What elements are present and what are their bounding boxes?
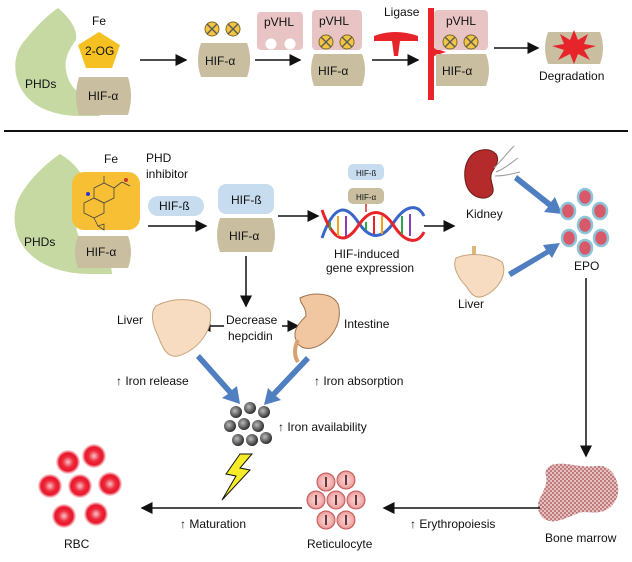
hydroxyl-group-3 (442, 34, 479, 50)
hif-induced-label: HIF-induced gene expression (326, 247, 414, 275)
phd-enzyme-shape-2 (14, 154, 113, 274)
top-panel: PHDs Fe 2-OG HIF-α HIF-α pVHL pVHL (15, 5, 604, 116)
hif-alpha-label-2: HIF-α (205, 54, 235, 68)
hif-beta-label-1: HIF-ß (159, 199, 190, 213)
liver-icon-right (454, 246, 505, 298)
fe-label: Fe (92, 14, 106, 28)
phd-inhibitor-line-1: PHD (146, 151, 172, 165)
small-hif-alpha-label: HIF-α (356, 193, 377, 202)
ligase-label: Ligase (384, 5, 420, 19)
hif-alpha-box-3 (311, 54, 365, 86)
hif-beta-pill (148, 196, 204, 216)
liver-icon-left (151, 299, 212, 357)
phd-enzyme-shape (15, 8, 101, 116)
maturation-label: ↑ Maturation (180, 517, 246, 531)
phd-inhibitor-line-2: inhibitor (146, 167, 188, 181)
decrease-hepcidin-label: Decrease hepcidin (226, 313, 281, 343)
bottom-panel: PHDs Fe HIF-α PHD inhibitor HIF-ß HIF-ß (14, 145, 619, 551)
hif-alpha-label-6: HIF-α (229, 229, 259, 243)
reticulocyte-cluster (306, 470, 366, 530)
epo-label: EPO (574, 259, 599, 273)
pvhl-label-2: pVHL (319, 14, 349, 28)
phd-inhibitor-box (72, 172, 140, 230)
small-hif-complex: HIF-ß HIF-α (348, 164, 384, 212)
blue-arrow-liver-epo (508, 243, 560, 277)
kidney-icon (464, 149, 499, 199)
small-hif-beta-label: HIF-ß (356, 169, 377, 178)
kidney-label: Kidney (466, 207, 503, 221)
intestine-icon (293, 293, 340, 364)
2og-pentagon (78, 32, 120, 68)
blue-arrow-intestine-iron (264, 356, 310, 405)
hif-alpha-box-1 (76, 77, 131, 115)
hif-induced-line-1: HIF-induced (334, 247, 399, 261)
hydroxyl-group-2 (318, 34, 355, 50)
hif-beta-label-2: HIF-ß (231, 193, 262, 207)
hif-beta-box (218, 184, 274, 214)
iron-absorption-label: ↑ Iron absorption (314, 374, 403, 388)
rbc-cluster (38, 444, 122, 528)
liver-label-left: Liver (117, 313, 143, 327)
degradation-label: Degradation (539, 69, 604, 83)
hif-induced-line-2: gene expression (326, 261, 414, 275)
phd-inhibitor-label: PHD inhibitor (146, 151, 188, 181)
hif-alpha-box-6 (217, 218, 275, 252)
hif-alpha-box-5 (75, 236, 131, 268)
liver-label-right: Liver (458, 297, 484, 311)
rbc-label: RBC (64, 537, 90, 551)
iron-cluster (224, 402, 272, 446)
ligase-shape (374, 32, 418, 56)
erythropoiesis-label: ↑ Erythropoiesis (410, 517, 495, 531)
epo-cluster (559, 187, 610, 258)
fe-label-2: Fe (104, 152, 118, 166)
hif-alpha-box-4 (436, 54, 489, 86)
iron-release-label: ↑ Iron release (116, 374, 189, 388)
2og-label: 2-OG (85, 44, 114, 58)
hif-alpha-label-1: HIF-α (88, 89, 118, 103)
pvhl-label-3: pVHL (446, 14, 476, 28)
decrease-hepcidin-line-1: Decrease (226, 313, 278, 327)
hif-alpha-label-5: HIF-α (86, 245, 116, 259)
blue-arrow-kidney-epo (514, 175, 562, 214)
reticulocyte-label: Reticulocyte (307, 537, 373, 551)
hif-alpha-label-3: HIF-α (318, 64, 348, 78)
dna-helix-icon (320, 206, 426, 242)
hif-alpha-label-4: HIF-α (442, 64, 472, 78)
bone-marrow-icon (538, 463, 619, 522)
hydroxyl-group-1 (204, 21, 241, 37)
pvhl-label-1: pVHL (264, 15, 294, 29)
phds-label: PHDs (25, 77, 56, 91)
explosion-icon (552, 30, 596, 64)
bone-marrow-label: Bone marrow (545, 531, 617, 545)
intestine-label: Intestine (344, 317, 390, 331)
phds-label-2: PHDs (24, 235, 55, 249)
iron-availability-label: ↑ Iron availability (278, 420, 367, 434)
inhibitor-molecule-icon (83, 176, 131, 231)
lightning-icon (221, 453, 254, 501)
blue-arrow-liver-iron (196, 354, 240, 404)
decrease-hepcidin-line-2: hepcidin (228, 329, 273, 343)
